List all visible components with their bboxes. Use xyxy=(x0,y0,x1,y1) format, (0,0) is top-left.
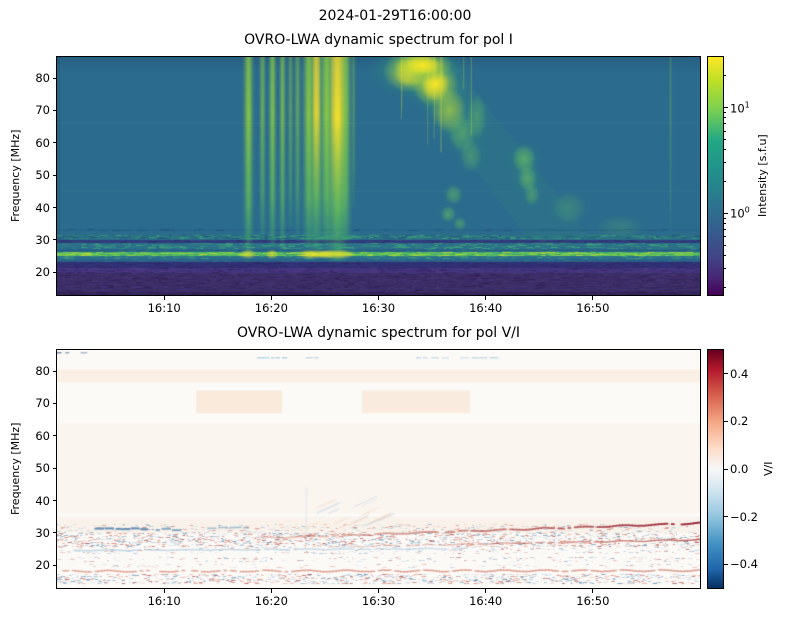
y-tick-label: 70 xyxy=(35,396,50,411)
x-tick-label: 16:40 xyxy=(469,594,503,608)
colorbar-tick-label: 0.0 xyxy=(730,462,749,476)
x-tick-label: 16:30 xyxy=(361,301,396,315)
panel1-colorbar-label: Intensity [s.f.u] xyxy=(756,134,769,218)
x-tick-mark xyxy=(270,589,272,593)
panel2-ylabel: Frequency [MHz] xyxy=(9,422,22,516)
panel1-title: OVRO-LWA dynamic spectrum for pol I xyxy=(244,32,513,48)
colorbar-minor-tick-mark xyxy=(724,255,727,257)
colorbar-tick-mark xyxy=(724,516,728,518)
y-tick-label: 40 xyxy=(35,493,50,508)
colorbar-minor-tick-mark xyxy=(724,117,727,119)
panel2-colorbar xyxy=(707,349,724,589)
panel1-spectrogram-canvas xyxy=(57,57,700,295)
x-tick-mark xyxy=(163,296,165,300)
colorbar-tick-mark xyxy=(724,107,728,109)
figure-suptitle: 2024-01-29T16:00:00 xyxy=(318,8,472,24)
y-tick-mark xyxy=(52,271,56,273)
x-tick-label: 16:40 xyxy=(469,301,503,315)
y-tick-mark xyxy=(52,467,56,469)
colorbar-minor-tick-mark xyxy=(724,111,727,113)
x-tick-label: 16:10 xyxy=(147,594,181,608)
colorbar-tick-mark xyxy=(724,420,728,422)
x-tick-label: 16:10 xyxy=(147,301,181,315)
colorbar-minor-tick-mark xyxy=(724,149,727,151)
colorbar-minor-tick-mark xyxy=(724,75,727,77)
y-tick-mark xyxy=(52,142,56,144)
y-tick-label: 60 xyxy=(35,135,50,150)
y-tick-mark xyxy=(52,109,56,111)
colorbar-minor-tick-mark xyxy=(724,123,727,125)
colorbar-tick-mark xyxy=(724,468,728,470)
colorbar-minor-tick-mark xyxy=(724,223,727,225)
x-tick-mark xyxy=(270,296,272,300)
y-tick-mark xyxy=(52,532,56,534)
panel2-title: OVRO-LWA dynamic spectrum for pol V/I xyxy=(236,325,521,341)
y-tick-mark xyxy=(52,435,56,437)
y-tick-mark xyxy=(52,402,56,404)
panel2-colorbar-label: V/I xyxy=(762,461,775,477)
panel2-plot-area xyxy=(56,349,701,589)
y-tick-label: 30 xyxy=(35,232,50,247)
x-tick-label: 16:50 xyxy=(576,594,610,608)
panel1-colorbar xyxy=(707,56,724,296)
y-tick-label: 40 xyxy=(35,200,50,215)
x-tick-mark xyxy=(163,589,165,593)
x-tick-mark xyxy=(378,296,379,300)
colorbar-tick-label: −0.2 xyxy=(730,509,758,524)
y-tick-mark xyxy=(52,174,56,176)
y-tick-label: 80 xyxy=(35,71,50,86)
x-tick-label: 16:20 xyxy=(254,301,288,315)
colorbar-minor-tick-mark xyxy=(724,229,727,231)
y-tick-label: 20 xyxy=(35,265,50,280)
colorbar-minor-tick-mark xyxy=(724,138,727,140)
y-tick-mark xyxy=(52,370,56,372)
colorbar-tick-mark xyxy=(724,373,728,375)
x-tick-mark xyxy=(592,296,594,300)
y-tick-mark xyxy=(52,500,56,502)
x-tick-mark xyxy=(592,589,594,593)
y-tick-label: 70 xyxy=(35,103,50,118)
y-tick-mark xyxy=(52,564,56,566)
y-tick-mark xyxy=(52,239,56,241)
colorbar-tick-label: −0.4 xyxy=(730,557,758,572)
colorbar-minor-tick-mark xyxy=(724,217,727,219)
colorbar-minor-tick-mark xyxy=(724,181,727,183)
y-tick-mark xyxy=(52,77,56,79)
colorbar-tick-label: 0.4 xyxy=(730,366,749,381)
panel1-plot-area xyxy=(56,56,701,296)
x-tick-label: 16:30 xyxy=(361,594,396,608)
x-tick-label: 16:20 xyxy=(254,594,288,608)
colorbar-minor-tick-mark xyxy=(724,162,727,164)
x-tick-mark xyxy=(485,589,487,593)
colorbar-minor-tick-mark xyxy=(724,130,727,132)
y-tick-label: 50 xyxy=(35,168,50,183)
colorbar-minor-tick-mark xyxy=(724,244,727,246)
colorbar-tick-mark xyxy=(724,212,728,214)
panel2-spectrogram-canvas xyxy=(57,350,700,588)
y-tick-label: 60 xyxy=(35,428,50,443)
colorbar-tick-mark xyxy=(724,563,728,565)
y-tick-label: 80 xyxy=(35,364,50,379)
colorbar-tick-label: 100 xyxy=(730,206,750,221)
colorbar-tick-label: 0.2 xyxy=(730,414,749,429)
colorbar-minor-tick-mark xyxy=(724,236,727,238)
colorbar-minor-tick-mark xyxy=(724,287,727,289)
x-tick-label: 16:50 xyxy=(576,301,610,315)
colorbar-minor-tick-mark xyxy=(724,268,727,270)
x-tick-mark xyxy=(378,589,379,593)
y-tick-mark xyxy=(52,207,56,209)
y-tick-label: 50 xyxy=(35,461,50,476)
x-tick-mark xyxy=(485,296,487,300)
y-tick-label: 30 xyxy=(35,525,50,540)
y-tick-label: 20 xyxy=(35,558,50,573)
colorbar-tick-label: 101 xyxy=(730,100,750,115)
panel1-ylabel: Frequency [MHz] xyxy=(9,129,22,223)
